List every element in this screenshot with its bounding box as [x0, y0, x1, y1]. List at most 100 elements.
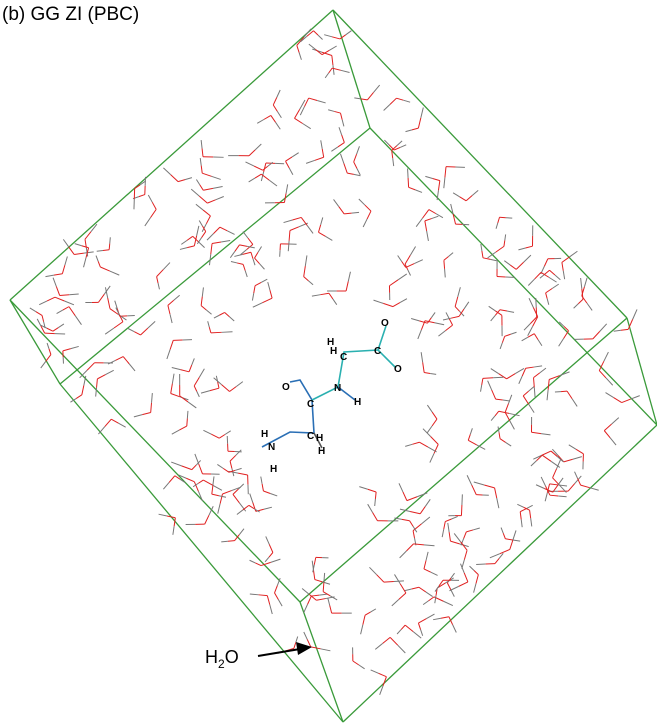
figure: (b) GG ZI (PBC) OHHCCONHOCHNHCHH H2O: [0, 0, 657, 726]
water-bond: [195, 454, 199, 464]
atom-label: N: [334, 383, 341, 394]
water-bond: [384, 104, 390, 110]
water-bond: [445, 167, 446, 178]
water-bond: [205, 515, 209, 524]
water-bond: [299, 53, 301, 60]
water-bond: [470, 566, 474, 570]
water-bond: [418, 330, 422, 339]
water-bond: [344, 163, 347, 173]
water-bond: [42, 315, 44, 321]
water-bond: [578, 299, 583, 303]
water-bond: [172, 430, 180, 434]
water-bond: [203, 430, 211, 434]
water-bond: [243, 505, 249, 510]
water-bond: [187, 236, 193, 240]
water-bond: [202, 173, 211, 176]
water-bond: [255, 258, 260, 264]
water-bond: [198, 480, 203, 483]
water-bond: [69, 247, 74, 255]
water-bond: [435, 596, 436, 604]
water-bond: [483, 378, 493, 379]
water-bond: [192, 358, 195, 365]
water-bond: [231, 262, 237, 263]
water-bond: [57, 310, 63, 313]
water-bond: [254, 166, 263, 170]
atom-label: O: [394, 364, 402, 375]
water-bond: [587, 303, 592, 310]
water-bond: [302, 588, 309, 594]
water-bond: [316, 599, 325, 601]
water-bond: [269, 180, 277, 186]
water-bond: [187, 418, 188, 426]
water-bond: [496, 399, 503, 400]
water-bond: [106, 370, 114, 374]
water-bond: [295, 109, 300, 118]
atom-label: H: [318, 446, 325, 457]
water-bond: [529, 298, 533, 307]
water-bond: [413, 524, 421, 531]
water-bond: [582, 289, 583, 300]
water-bond: [129, 364, 135, 371]
water-bond: [152, 202, 156, 209]
water-bond: [570, 251, 578, 257]
water-bond: [329, 46, 336, 50]
water-bond: [53, 328, 58, 332]
water-bond: [524, 324, 530, 331]
water-bond: [186, 478, 194, 481]
water-bond: [468, 440, 476, 445]
water-bond: [399, 593, 406, 599]
water-bond: [332, 37, 340, 39]
water-bond: [568, 484, 575, 492]
water-bond: [145, 218, 151, 226]
water-bond: [235, 468, 241, 470]
water-bond: [444, 177, 445, 188]
water-bond: [370, 609, 375, 612]
water-bond: [194, 236, 196, 246]
water-bond: [212, 485, 213, 494]
water-bond: [245, 162, 254, 166]
water-bond: [411, 318, 419, 320]
water-bond: [410, 511, 420, 513]
water-bond: [467, 475, 472, 485]
water-bond: [171, 462, 181, 466]
water-bond: [419, 587, 426, 592]
water-bond: [211, 176, 220, 179]
water-bond: [209, 327, 211, 333]
water-bond: [255, 563, 261, 566]
water-bond: [277, 90, 280, 97]
water-bond: [332, 55, 333, 65]
water-bond: [520, 512, 521, 520]
water-bond: [511, 332, 517, 334]
water-bond: [519, 376, 522, 384]
water-bond: [614, 330, 621, 331]
water-bond: [200, 185, 203, 190]
water-bond: [397, 141, 402, 146]
water-bond: [536, 485, 544, 489]
water-bond: [216, 196, 224, 199]
water-bond: [449, 586, 458, 590]
water-bond: [123, 357, 129, 364]
water-bond: [528, 279, 534, 286]
water-bond: [263, 491, 270, 493]
water-bond: [555, 275, 560, 280]
water-bond: [604, 424, 611, 431]
water-bond: [201, 140, 202, 148]
water-bond: [459, 582, 468, 586]
water-bond: [304, 98, 308, 107]
water-bond: [151, 209, 157, 217]
water-bond: [273, 105, 277, 111]
water-bond: [243, 264, 245, 270]
water-bond: [261, 477, 262, 484]
water-bond: [240, 245, 248, 247]
water-bond: [384, 581, 394, 582]
water-bond: [534, 366, 542, 367]
water-bond: [405, 444, 412, 446]
water-bond: [525, 246, 532, 248]
water-bond: [464, 550, 467, 559]
water-bond: [97, 375, 105, 379]
water-bond: [464, 532, 467, 539]
water-bond: [502, 336, 504, 342]
water-bond: [304, 604, 308, 612]
water-bond: [515, 368, 524, 373]
water-bond: [410, 246, 415, 255]
